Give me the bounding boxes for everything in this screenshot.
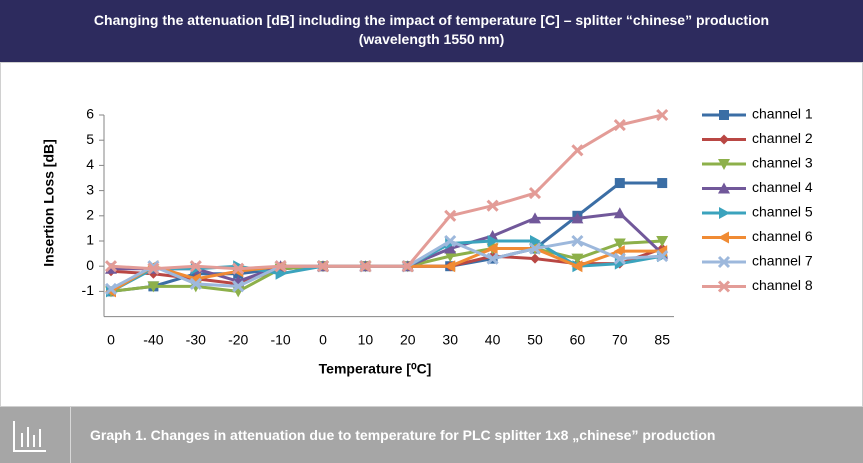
marker — [528, 242, 542, 255]
y-tick-label: 6 — [86, 106, 94, 122]
marker — [487, 235, 499, 247]
chart-frame — [0, 62, 863, 407]
footer-caption: Graph 1. Changes in attenuation due to t… — [90, 427, 716, 443]
divider — [70, 407, 71, 463]
x-tick-label: -30 — [186, 331, 206, 347]
chart: Temperature [⁰C] Insertion Loss [dB] -10… — [0, 62, 863, 407]
legend-marker — [718, 182, 730, 194]
y-tick-label: 4 — [86, 156, 94, 172]
marker — [444, 251, 457, 263]
marker — [444, 234, 457, 248]
marker — [571, 212, 584, 224]
legend-label: channel 3 — [752, 155, 813, 171]
marker — [530, 235, 541, 247]
y-tick-label: -1 — [82, 282, 95, 298]
x-tick-label: 70 — [612, 331, 628, 347]
marker — [656, 250, 669, 263]
legend-label: channel 4 — [752, 179, 813, 195]
legend-marker — [719, 207, 730, 219]
marker — [571, 253, 584, 265]
x-tick-label: -20 — [228, 331, 248, 347]
y-tick-label: 3 — [86, 181, 94, 197]
marker — [189, 260, 202, 273]
y-tick-label: 5 — [86, 131, 94, 147]
header-title: Changing the attenuation [dB] including … — [93, 12, 770, 28]
marker — [232, 262, 245, 275]
legend-marker — [718, 159, 730, 170]
marker — [530, 253, 540, 264]
marker — [359, 260, 372, 273]
series-line — [110, 113, 663, 271]
marker — [528, 187, 542, 200]
marker — [147, 262, 160, 275]
x-tick-label: 60 — [570, 331, 586, 347]
y-tick-label: 1 — [86, 232, 94, 248]
marker — [571, 144, 584, 157]
marker — [571, 234, 584, 248]
marker — [486, 242, 498, 255]
marker — [613, 119, 626, 132]
marker — [275, 267, 287, 280]
marker — [444, 260, 456, 273]
x-tick-label: 0 — [107, 331, 115, 347]
legend-label: channel 5 — [752, 204, 813, 220]
x-tick-label: 85 — [654, 331, 670, 347]
x-tick-label: -10 — [270, 331, 290, 347]
x-tick-label: 40 — [485, 331, 501, 347]
marker — [486, 199, 499, 212]
footer: Graph 1. Changes in attenuation due to t… — [0, 407, 863, 463]
x-tick-label: 20 — [400, 331, 416, 347]
marker — [613, 252, 626, 265]
legend-label: channel 2 — [752, 130, 813, 146]
marker — [486, 252, 499, 265]
marker — [613, 207, 626, 219]
legend-label: channel 8 — [752, 277, 813, 293]
x-tick-label: 50 — [527, 331, 543, 347]
legend-label: channel 6 — [752, 228, 813, 244]
legend-label: channel 7 — [752, 253, 813, 269]
chart-icon — [13, 421, 46, 452]
marker — [104, 260, 118, 273]
x-axis-label: Temperature [⁰C] — [319, 361, 432, 377]
marker — [189, 277, 202, 290]
y-tick-label: 0 — [86, 257, 94, 273]
marker — [232, 280, 245, 293]
marker — [316, 260, 330, 273]
legend-marker — [719, 134, 729, 145]
marker — [401, 260, 414, 273]
marker — [444, 242, 457, 254]
marker — [657, 178, 668, 189]
marker — [274, 260, 287, 273]
legend-marker — [717, 255, 731, 269]
legend-marker — [718, 231, 729, 244]
marker — [190, 268, 201, 279]
marker — [656, 108, 669, 122]
x-tick-label: 10 — [358, 331, 374, 347]
x-tick-label: 30 — [442, 331, 458, 347]
x-tick-label: 0 — [319, 331, 327, 347]
legend-marker — [719, 110, 729, 120]
marker — [613, 245, 625, 258]
marker — [656, 236, 669, 247]
marker — [444, 209, 457, 222]
legend-label: channel 1 — [752, 106, 813, 122]
header: Changing the attenuation [dB] including … — [0, 0, 863, 62]
y-axis-label: Insertion Loss [dB] — [41, 139, 57, 267]
y-tick-label: 2 — [86, 207, 94, 223]
marker — [614, 178, 625, 189]
marker — [104, 282, 118, 295]
x-tick-label: -40 — [143, 331, 163, 347]
marker — [147, 281, 160, 293]
marker — [571, 260, 583, 273]
marker — [613, 238, 626, 250]
legend-marker — [717, 280, 731, 293]
marker — [529, 212, 541, 224]
header-title: (wavelength 1550 nm) — [358, 31, 505, 47]
